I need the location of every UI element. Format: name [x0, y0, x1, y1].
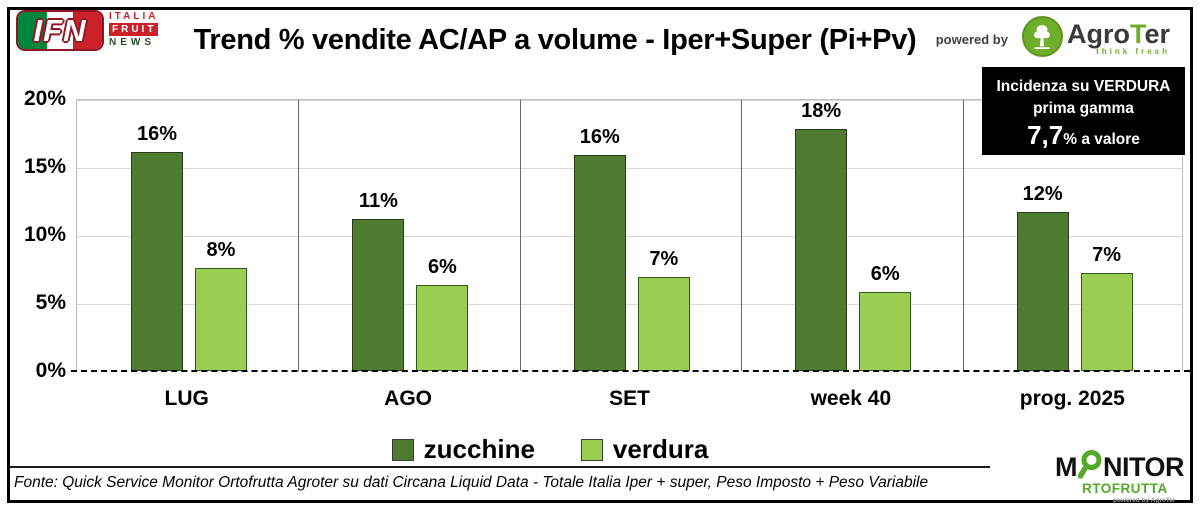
monitor-ortofrutta-logo: M NITOR RTOFRUTTA powered by AgroTer [1054, 450, 1185, 504]
bar-value-label: 11% [358, 189, 398, 212]
zero-axis-line [71, 370, 1190, 372]
bar-value-label: 6% [427, 256, 457, 279]
ifn-wordmark-fruit: FRUIT [109, 23, 159, 36]
bar-value-label: 12% [1022, 182, 1063, 205]
x-axis-label: prog. 2025 [1019, 387, 1125, 410]
panel-separator [963, 100, 964, 371]
footer-divider [10, 466, 990, 468]
bar-value-label: 6% [870, 263, 900, 286]
ifn-flag-icon: IFN [16, 10, 104, 51]
panel-separator [298, 100, 299, 371]
legend-label: zucchine [423, 434, 535, 464]
bar-zucchine [1016, 211, 1069, 371]
x-axis-label: AGO [384, 387, 432, 410]
bar-value-label: 16% [579, 125, 620, 148]
y-axis-tick: 15% [23, 155, 66, 178]
ifn-flag-red-band [72, 12, 102, 49]
monitor-m: M [1054, 451, 1078, 482]
bar-value-label: 7% [649, 248, 679, 271]
agroter-agro: Agro [1066, 19, 1130, 49]
ifn-wordmark: ITALIA FRUIT NEWS [109, 10, 159, 48]
ifn-wordmark-news: NEWS [109, 37, 155, 48]
legend: zucchine verdura [0, 434, 1100, 465]
agroter-t: T [1129, 19, 1145, 49]
y-axis-tick: 20% [23, 87, 66, 110]
legend-swatch-icon [391, 438, 414, 461]
y-axis-tick: 5% [35, 291, 66, 314]
bar-value-label: 16% [136, 123, 178, 146]
bar-value-label: 8% [206, 238, 236, 261]
monitor-nitor: NITOR [1102, 451, 1185, 482]
gridline [77, 168, 1182, 169]
bar-verdura [195, 267, 247, 371]
x-axis-label: week 40 [810, 387, 892, 410]
legend-label: verdura [612, 434, 709, 464]
monitor-powered-by: powered by AgroTer [1112, 497, 1176, 504]
x-axis-label: LUG [164, 387, 209, 410]
panel-separator [741, 100, 742, 371]
agroter-wordmark: AgroTer [1066, 19, 1170, 49]
chart-panel: 18% 6% [741, 100, 962, 371]
chart-title: Trend % vendite AC/AP a volume - Iper+Su… [193, 24, 917, 56]
bar-zucchine [573, 154, 626, 371]
chart-panel: 12% 7% [963, 100, 1184, 371]
powered-by-label: powered by [935, 32, 1008, 47]
agroter-tagline: think fresh [1096, 47, 1170, 56]
y-axis-tick: 0% [35, 359, 66, 382]
incidence-value-row: 7,7% a valore [982, 120, 1185, 155]
gridline [77, 304, 1182, 305]
monitor-wordmark-row1: M NITOR [1054, 450, 1185, 484]
bar-verdura [416, 285, 469, 371]
agroter-logo: AgroTer think fresh [1021, 16, 1170, 57]
incidence-value: 7,7 [1027, 120, 1064, 150]
gridline [77, 236, 1182, 237]
powered-by-block: powered by AgroTer think fresh [936, 16, 1170, 57]
incidence-suffix: % a valore [1063, 131, 1140, 148]
monitor-wordmark-row2: RTOFRUTTA [1081, 481, 1168, 496]
bar-verdura [859, 292, 912, 371]
y-axis-tick: 10% [23, 223, 66, 246]
chart-panel: 11% 6% [298, 100, 519, 371]
magnifier-icon [1077, 450, 1103, 484]
bar-value-label: 18% [801, 99, 842, 122]
bar-zucchine [352, 218, 405, 371]
legend-item-zucchine: zucchine [391, 434, 535, 465]
legend-swatch-icon [580, 438, 603, 461]
ifn-logo: IFN ITALIA FRUIT NEWS [16, 10, 159, 51]
incidence-line2: prima gamma [1033, 100, 1134, 117]
agroter-tree-icon [1021, 16, 1063, 57]
incidence-line1: Incidenza su VERDURA [996, 78, 1171, 95]
chart-panel: 16% 8% [77, 100, 298, 371]
ifn-letters: IFN [33, 12, 87, 48]
chart-panel: 16% 7% [520, 100, 741, 371]
bar-value-label: 7% [1092, 244, 1122, 267]
x-axis-label: SET [609, 387, 650, 410]
bar-zucchine [795, 128, 848, 371]
source-note: Fonte: Quick Service Monitor Ortofrutta … [14, 474, 929, 491]
bar-verdura [637, 277, 690, 371]
ifn-flag-white-band [46, 12, 73, 49]
gridline [77, 100, 1182, 101]
legend-item-verdura: verdura [580, 434, 709, 465]
panel-separator [520, 100, 521, 371]
ifn-wordmark-italia: ITALIA [109, 11, 159, 22]
bar-verdura [1080, 273, 1133, 371]
bar-zucchine [131, 152, 183, 371]
agroter-er: er [1144, 19, 1170, 49]
ifn-flag-green-band [18, 12, 47, 49]
incidence-info-box: Incidenza su VERDURA prima gamma 7,7% a … [982, 67, 1185, 155]
